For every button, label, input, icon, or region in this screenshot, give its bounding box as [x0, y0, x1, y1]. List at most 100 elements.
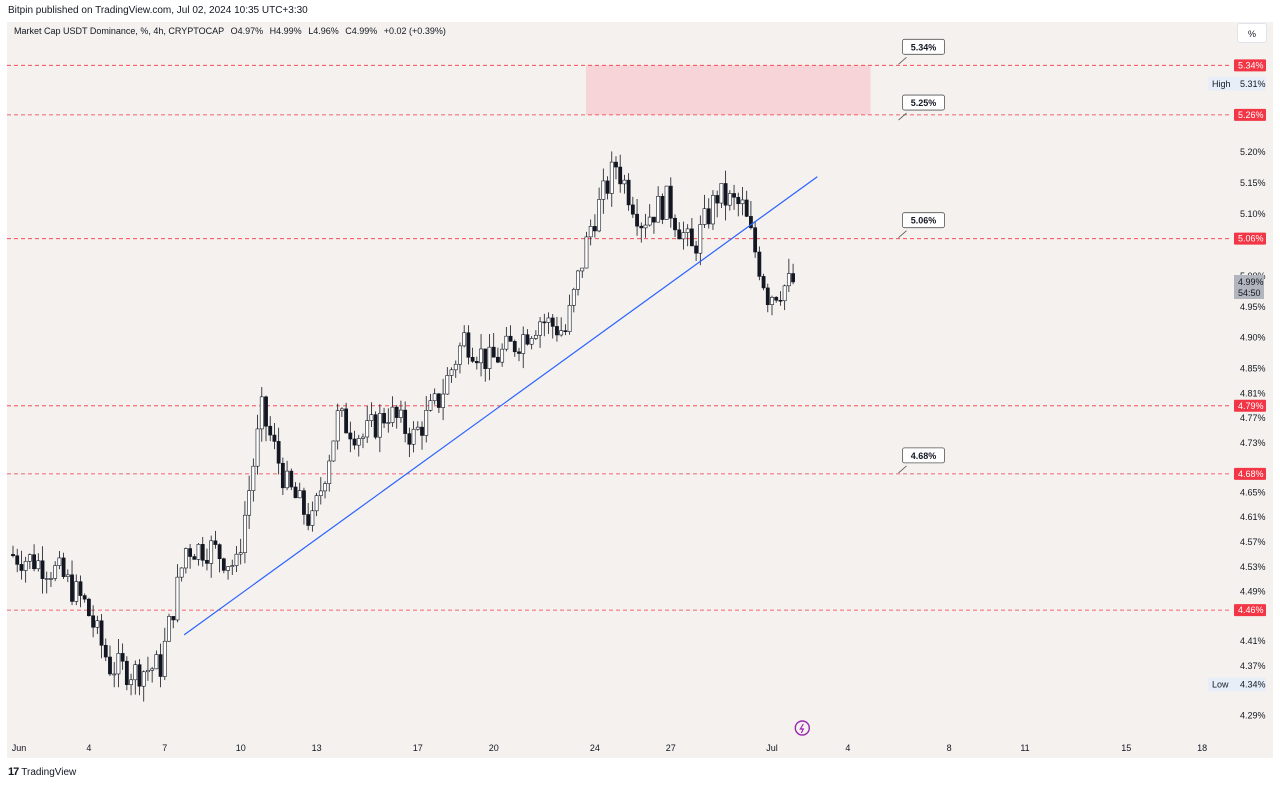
- callout-box: [902, 447, 945, 464]
- y-tick-label: 5.20%: [1240, 147, 1266, 157]
- candle-body: [770, 296, 774, 305]
- x-tick-label: 17: [413, 743, 423, 753]
- callout-pointer: [898, 112, 907, 121]
- candle-body: [327, 460, 332, 484]
- candle-body: [306, 514, 311, 526]
- candle-body: [226, 566, 230, 571]
- y-tick-label: 4.29%: [1240, 710, 1266, 720]
- candle-body: [668, 185, 673, 219]
- y-tick-label: 4.95%: [1240, 302, 1266, 312]
- ohlc-change: +0.02 (+0.39%): [383, 26, 446, 36]
- level-tag: [1234, 232, 1266, 245]
- callout-pointer: [898, 57, 907, 65]
- y-tick-label: 4.85%: [1240, 364, 1266, 374]
- candle-body: [508, 335, 513, 342]
- candle-body: [597, 199, 602, 232]
- candle-body: [736, 196, 741, 205]
- candle-body: [15, 555, 20, 565]
- candle-body: [643, 224, 648, 229]
- y-tick-label: 4.57%: [1240, 537, 1266, 547]
- candle-body: [382, 413, 386, 424]
- candle-body: [491, 346, 496, 358]
- candle-body: [664, 185, 669, 220]
- candle-body: [188, 548, 193, 557]
- candle-body: [630, 204, 635, 215]
- candle-body: [740, 199, 745, 205]
- candle-body: [146, 669, 150, 673]
- candle-body: [441, 393, 446, 408]
- ohlc-open: O4.97%: [230, 26, 264, 36]
- candle-body: [778, 299, 783, 302]
- candle-body: [466, 332, 471, 358]
- candle-body: [432, 393, 437, 402]
- candle-body: [449, 369, 454, 376]
- candle-body: [158, 654, 163, 677]
- candle-body: [660, 195, 665, 220]
- tradingview-mark-icon: 17: [8, 766, 19, 778]
- marker-value: 4.34%: [1240, 679, 1266, 689]
- countdown-label: 54:50: [1238, 288, 1261, 298]
- candle-body: [91, 615, 96, 628]
- chart-pane[interactable]: [7, 22, 1273, 758]
- candle-body: [571, 289, 576, 306]
- candle-body: [314, 495, 319, 512]
- candle-body: [727, 193, 732, 206]
- candle-body: [559, 330, 564, 336]
- candle-body: [445, 375, 450, 395]
- candle-body: [230, 565, 235, 567]
- candle-body: [112, 673, 117, 676]
- level-tag: [1234, 604, 1266, 617]
- callout-box: [902, 212, 945, 229]
- candle-body: [108, 656, 112, 675]
- candle-body: [103, 645, 108, 658]
- lightning-bolt-icon: [799, 723, 805, 734]
- candle-body: [517, 351, 521, 354]
- candle-body: [150, 668, 155, 671]
- y-tick-label: 4.49%: [1240, 587, 1266, 597]
- candle-body: [424, 410, 429, 436]
- level-tag: [1234, 59, 1266, 72]
- candle-body: [141, 671, 146, 687]
- candle-body: [289, 470, 294, 488]
- candle-body: [297, 490, 302, 499]
- candle-body: [293, 486, 298, 499]
- candle-body: [124, 660, 129, 685]
- last-price-tag: [1234, 275, 1264, 299]
- low-marker: [1208, 677, 1266, 692]
- candle-body: [32, 554, 36, 570]
- candle-body: [496, 356, 500, 363]
- x-tick-label: 20: [489, 743, 499, 753]
- y-tick-label: 5.15%: [1240, 178, 1266, 188]
- y-tick-label: 4.77%: [1240, 413, 1266, 423]
- callout-label: 5.34%: [911, 42, 937, 52]
- candle-body: [238, 552, 243, 555]
- candle-body: [352, 438, 357, 446]
- candle-body: [310, 510, 315, 526]
- callout-pointer: [898, 465, 907, 474]
- level-tag-label: 5.26%: [1238, 110, 1264, 120]
- candle-body: [154, 654, 159, 670]
- level-tag: [1234, 108, 1266, 121]
- candle-body: [689, 228, 694, 247]
- candle-body: [555, 326, 559, 336]
- candle-body: [11, 554, 15, 557]
- callout-label: 5.06%: [911, 216, 937, 226]
- callout-pointer: [898, 230, 907, 238]
- candle-body: [656, 195, 661, 223]
- candle-body: [234, 553, 239, 566]
- candle-body: [605, 180, 610, 194]
- candle-body: [129, 679, 133, 685]
- candle-body: [706, 208, 711, 225]
- level-tag-label: 5.06%: [1238, 234, 1264, 244]
- candle-body: [179, 567, 184, 578]
- high-marker: [1208, 76, 1266, 91]
- level-tag-label: 5.34%: [1238, 60, 1264, 70]
- symbol-name[interactable]: Market Cap USDT Dominance, %, 4h, CRYPTO…: [14, 26, 225, 36]
- candle-body: [673, 217, 677, 231]
- candle-body: [255, 428, 260, 467]
- candle-body: [744, 199, 749, 217]
- candle-body: [601, 180, 606, 200]
- candle-body: [618, 166, 623, 185]
- percent-scale-button[interactable]: %: [1237, 23, 1267, 43]
